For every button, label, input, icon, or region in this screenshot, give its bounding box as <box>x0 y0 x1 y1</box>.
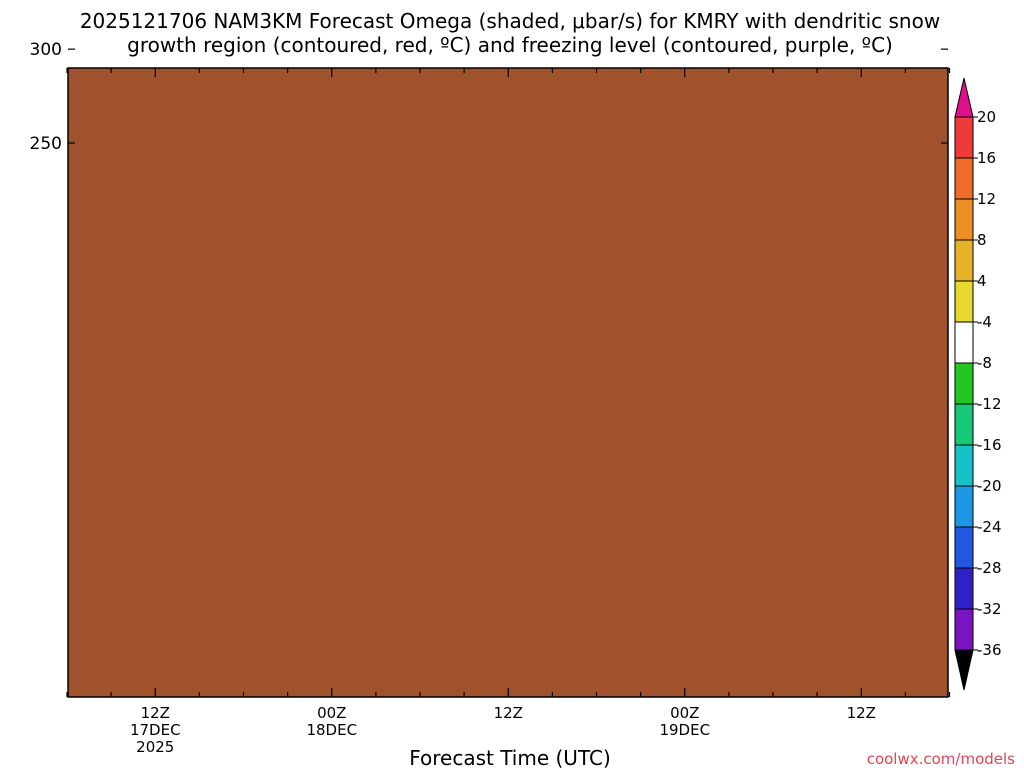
colorbar-label: -20 <box>977 477 1002 495</box>
colorbar-band <box>954 362 974 405</box>
colorbar: 20 16 12 8 4 -4 -8 -12 -16 -20 -24 -28 -32 -36 <box>954 77 1002 691</box>
title-line-2: growth region (contoured, red, ºC) and f… <box>127 33 893 57</box>
colorbar-label: 8 <box>977 231 987 249</box>
x-tick-label: 2025 <box>136 738 174 756</box>
colorbar-band <box>954 198 974 241</box>
x-tick-label: 00Z <box>317 704 346 722</box>
x-tick-label: 00Z <box>670 704 699 722</box>
x-tick-label: 17DEC <box>130 721 181 739</box>
x-tick-label: 12Z <box>494 704 523 722</box>
colorbar-label: 12 <box>977 190 996 208</box>
colorbar-band <box>954 444 974 487</box>
x-tick-label: 19DEC <box>659 721 710 739</box>
colorbar-band <box>954 403 974 446</box>
colorbar-band <box>954 116 974 159</box>
colorbar-band <box>954 567 974 610</box>
colorbar-top-arrow <box>954 77 974 118</box>
colorbar-label: -8 <box>977 354 992 372</box>
x-tick-label: 12Z <box>141 704 170 722</box>
x-tick-label: 18DEC <box>306 721 357 739</box>
credit-text: coolwx.com/models <box>867 750 1015 768</box>
colorbar-label: -36 <box>977 641 1002 659</box>
colorbar-label: -12 <box>977 395 1002 413</box>
colorbar-bottom-arrow <box>954 649 974 691</box>
colorbar-band <box>954 608 974 651</box>
colorbar-band <box>954 485 974 528</box>
colorbar-band <box>954 321 974 364</box>
y-tick-label: 300 <box>30 40 62 60</box>
y-axis: 2503003504004505005506006507007508008509… <box>30 40 948 154</box>
title-line-1: 2025121706 NAM3KM Forecast Omega (shaded… <box>80 9 940 33</box>
x-axis-label: Forecast Time (UTC) <box>409 746 611 768</box>
colorbar-label: -24 <box>977 518 1002 536</box>
x-tick-label: 12Z <box>847 704 876 722</box>
ground-terrain <box>68 68 948 697</box>
colorbar-band <box>954 239 974 282</box>
colorbar-label: -28 <box>977 559 1002 577</box>
colorbar-label: -4 <box>977 313 992 331</box>
colorbar-band <box>954 526 974 569</box>
colorbar-band <box>954 280 974 323</box>
colorbar-label: -16 <box>977 436 1002 454</box>
colorbar-label: -32 <box>977 600 1002 618</box>
y-tick-label: 250 <box>30 134 62 154</box>
plot-area: -18-18-18-12-12-1200 <box>67 67 949 698</box>
colorbar-label: 4 <box>977 272 987 290</box>
colorbar-band <box>954 157 974 200</box>
colorbar-label: 20 <box>977 108 996 126</box>
colorbar-label: 16 <box>977 149 996 167</box>
